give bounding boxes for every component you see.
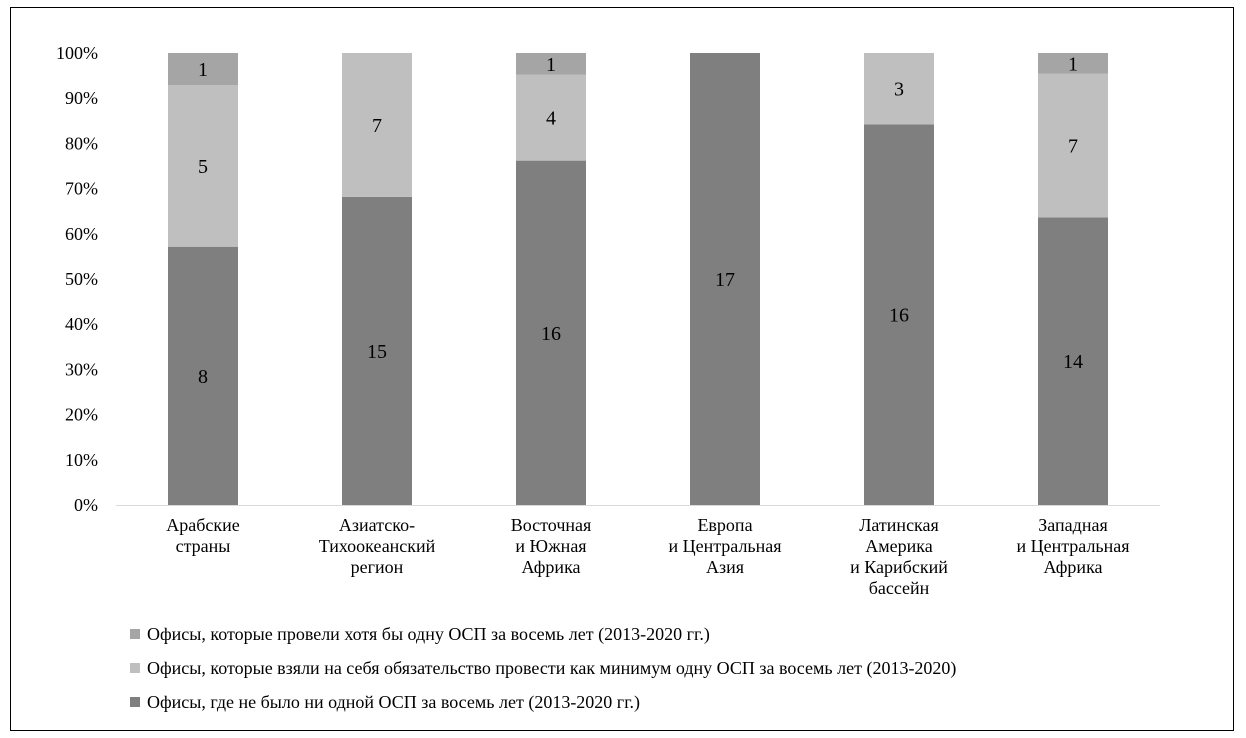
x-category-label: Западная bbox=[1038, 515, 1107, 535]
legend-item: Офисы, которые провели хотя бы одну ОСП … bbox=[130, 617, 956, 651]
bar-value-label: 16 bbox=[889, 305, 909, 327]
y-tick-label: 20% bbox=[65, 405, 98, 425]
bar-segment bbox=[168, 53, 238, 86]
y-tick-label: 50% bbox=[65, 269, 98, 289]
x-category-label: и Центральная bbox=[1016, 536, 1129, 556]
bar-segment bbox=[864, 124, 934, 506]
bar-segment bbox=[1038, 53, 1108, 74]
x-category-label: Африка bbox=[521, 557, 580, 577]
legend-item: Офисы, где не было ни одной ОСП за восем… bbox=[130, 685, 956, 719]
x-category-label: Европа bbox=[697, 515, 752, 535]
bar-value-label: 1 bbox=[546, 54, 556, 76]
legend-label: Офисы, которые провели хотя бы одну ОСП … bbox=[147, 623, 710, 644]
bar-value-label: 14 bbox=[1063, 351, 1083, 373]
y-tick-label: 90% bbox=[65, 88, 98, 108]
x-category-label: страны bbox=[176, 536, 231, 556]
bar-value-label: 1 bbox=[198, 59, 208, 81]
x-category-label: регион bbox=[351, 557, 404, 577]
bar-segment bbox=[516, 160, 586, 505]
bar-value-label: 4 bbox=[546, 108, 556, 130]
bar-value-label: 5 bbox=[198, 156, 208, 178]
legend-label: Офисы, которые взяли на себя обязательст… bbox=[147, 657, 957, 678]
legend-swatch bbox=[130, 663, 140, 673]
bar-segment bbox=[864, 53, 934, 125]
y-tick-label: 10% bbox=[65, 450, 98, 470]
x-category-label: и Карибский bbox=[850, 557, 948, 577]
y-tick-label: 0% bbox=[74, 495, 98, 515]
bar-value-label: 1 bbox=[1068, 53, 1078, 75]
x-category-label: Восточная bbox=[511, 515, 592, 535]
y-tick-label: 100% bbox=[56, 43, 98, 63]
y-tick-label: 60% bbox=[65, 224, 98, 244]
y-tick-label: 80% bbox=[65, 133, 98, 153]
x-category-label: и Центральная bbox=[668, 536, 781, 556]
y-tick-label: 70% bbox=[65, 179, 98, 199]
bar-segment bbox=[690, 53, 760, 505]
bar-segment bbox=[516, 53, 586, 75]
bar-segment bbox=[342, 53, 412, 197]
bar-segment bbox=[1038, 73, 1108, 218]
bar-segment bbox=[168, 85, 238, 247]
bar-segment bbox=[342, 196, 412, 505]
x-category-label: Африка bbox=[1043, 557, 1102, 577]
bar-value-label: 16 bbox=[541, 323, 561, 345]
x-category-label: бассейн bbox=[869, 578, 930, 598]
bar-value-label: 15 bbox=[367, 341, 387, 363]
x-category-label: Америка bbox=[865, 536, 932, 556]
x-category-label: Азиатско- bbox=[339, 515, 415, 535]
x-category-label: Тихоокеанский bbox=[319, 536, 436, 556]
y-tick-label: 30% bbox=[65, 359, 98, 379]
bar-segment bbox=[516, 74, 586, 161]
bar-value-label: 7 bbox=[372, 115, 382, 137]
legend-label: Офисы, где не было ни одной ОСП за восем… bbox=[147, 691, 641, 712]
x-category-label: Арабские bbox=[166, 515, 240, 535]
bar-value-label: 3 bbox=[894, 79, 904, 101]
y-tick-label: 40% bbox=[65, 314, 98, 334]
legend-swatch bbox=[130, 629, 140, 639]
bar-value-label: 17 bbox=[715, 269, 735, 291]
legend-item: Офисы, которые взяли на себя обязательст… bbox=[130, 651, 956, 685]
bar-segment bbox=[1038, 217, 1108, 505]
x-category-label: Азия bbox=[706, 557, 744, 577]
bar-segment bbox=[168, 246, 238, 505]
chart-legend: Офисы, которые провели хотя бы одну ОСП … bbox=[130, 617, 956, 719]
x-category-label: и Южная bbox=[515, 536, 586, 556]
bar-value-label: 7 bbox=[1068, 135, 1078, 157]
x-category-label: Латинская bbox=[859, 515, 939, 535]
legend-swatch bbox=[130, 697, 140, 707]
bar-value-label: 8 bbox=[198, 366, 208, 388]
